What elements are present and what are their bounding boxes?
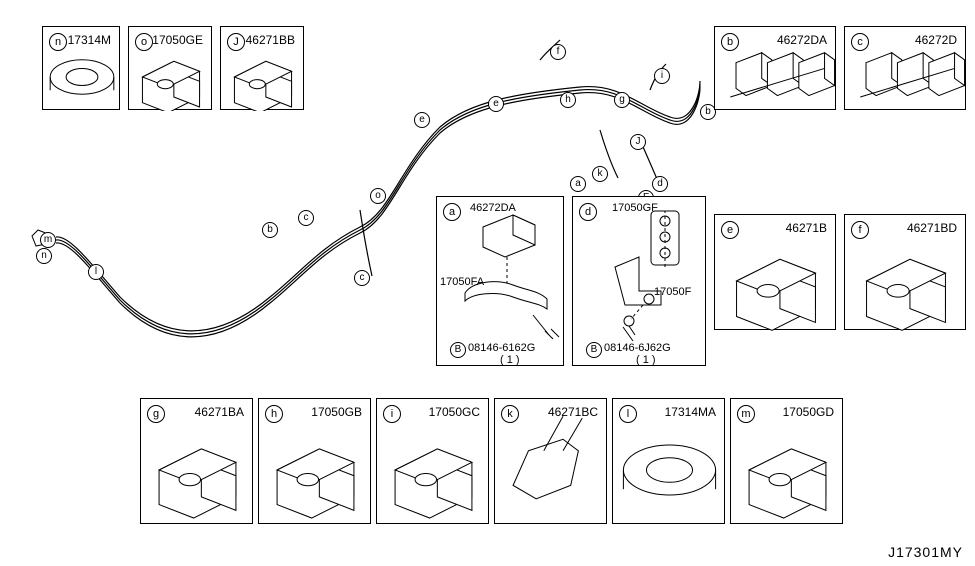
part-box-17314MA: l 17314MA: [612, 398, 725, 524]
pipe-callout-a: a: [570, 176, 586, 192]
sub-part-label: 08146-6J62G: [604, 342, 671, 354]
part-box-17050GC: i 17050GC: [376, 398, 489, 524]
diagram-id: J17301MY: [888, 544, 963, 560]
pipe-callout-m: m: [40, 232, 56, 248]
part-box-46271BD: f 46271BD: [844, 214, 966, 330]
pipe-callout-e: e: [414, 112, 430, 128]
note-label: ( 1 ): [636, 354, 656, 366]
pipe-callout-k: k: [592, 166, 608, 182]
part-box-46271BB: J 46271BB: [220, 26, 304, 110]
part-box-17050GB: h 17050GB: [258, 398, 371, 524]
pipe-callout-c: c: [354, 270, 370, 286]
note-label: ( 1 ): [500, 354, 520, 366]
sub-part-label: 17050GF: [612, 202, 658, 214]
part-box-46271BC: k 46271BC: [494, 398, 607, 524]
part-box-17314M: n 17314M: [42, 26, 120, 110]
part-box-46271B: e 46271B: [714, 214, 836, 330]
part-box-46271BA: g 46271BA: [140, 398, 253, 524]
pipe-callout-c: c: [298, 210, 314, 226]
part-box-17050GD: m 17050GD: [730, 398, 843, 524]
part-box-46272D: c 46272D: [844, 26, 966, 110]
pipe-callout-e: e: [488, 96, 504, 112]
sub-part-label: 08146-6162G: [468, 342, 535, 354]
part-box-46272DA: b 46272DA: [714, 26, 836, 110]
ref-bubble-B: B: [586, 342, 602, 358]
sub-part-label: 17050F: [654, 286, 691, 298]
pipe-callout-d: d: [652, 176, 668, 192]
sub-part-label: 46272DA: [470, 202, 516, 214]
pipe-callout-o: o: [370, 188, 386, 204]
assembly-box-d: d: [572, 196, 706, 366]
pipe-callout-b: b: [262, 222, 278, 238]
pipe-callout-g: g: [614, 92, 630, 108]
pipe-callout-l: l: [88, 264, 104, 280]
pipe-callout-i: i: [654, 68, 670, 84]
part-box-17050GE: o 17050GE: [128, 26, 212, 110]
pipe-callout-f: f: [550, 44, 566, 60]
pipe-callout-h: h: [560, 92, 576, 108]
ref-bubble-B: B: [450, 342, 466, 358]
pipe-callout-n: n: [36, 248, 52, 264]
sub-part-label: 17050FA: [440, 276, 484, 288]
pipe-callout-J: J: [630, 134, 646, 150]
